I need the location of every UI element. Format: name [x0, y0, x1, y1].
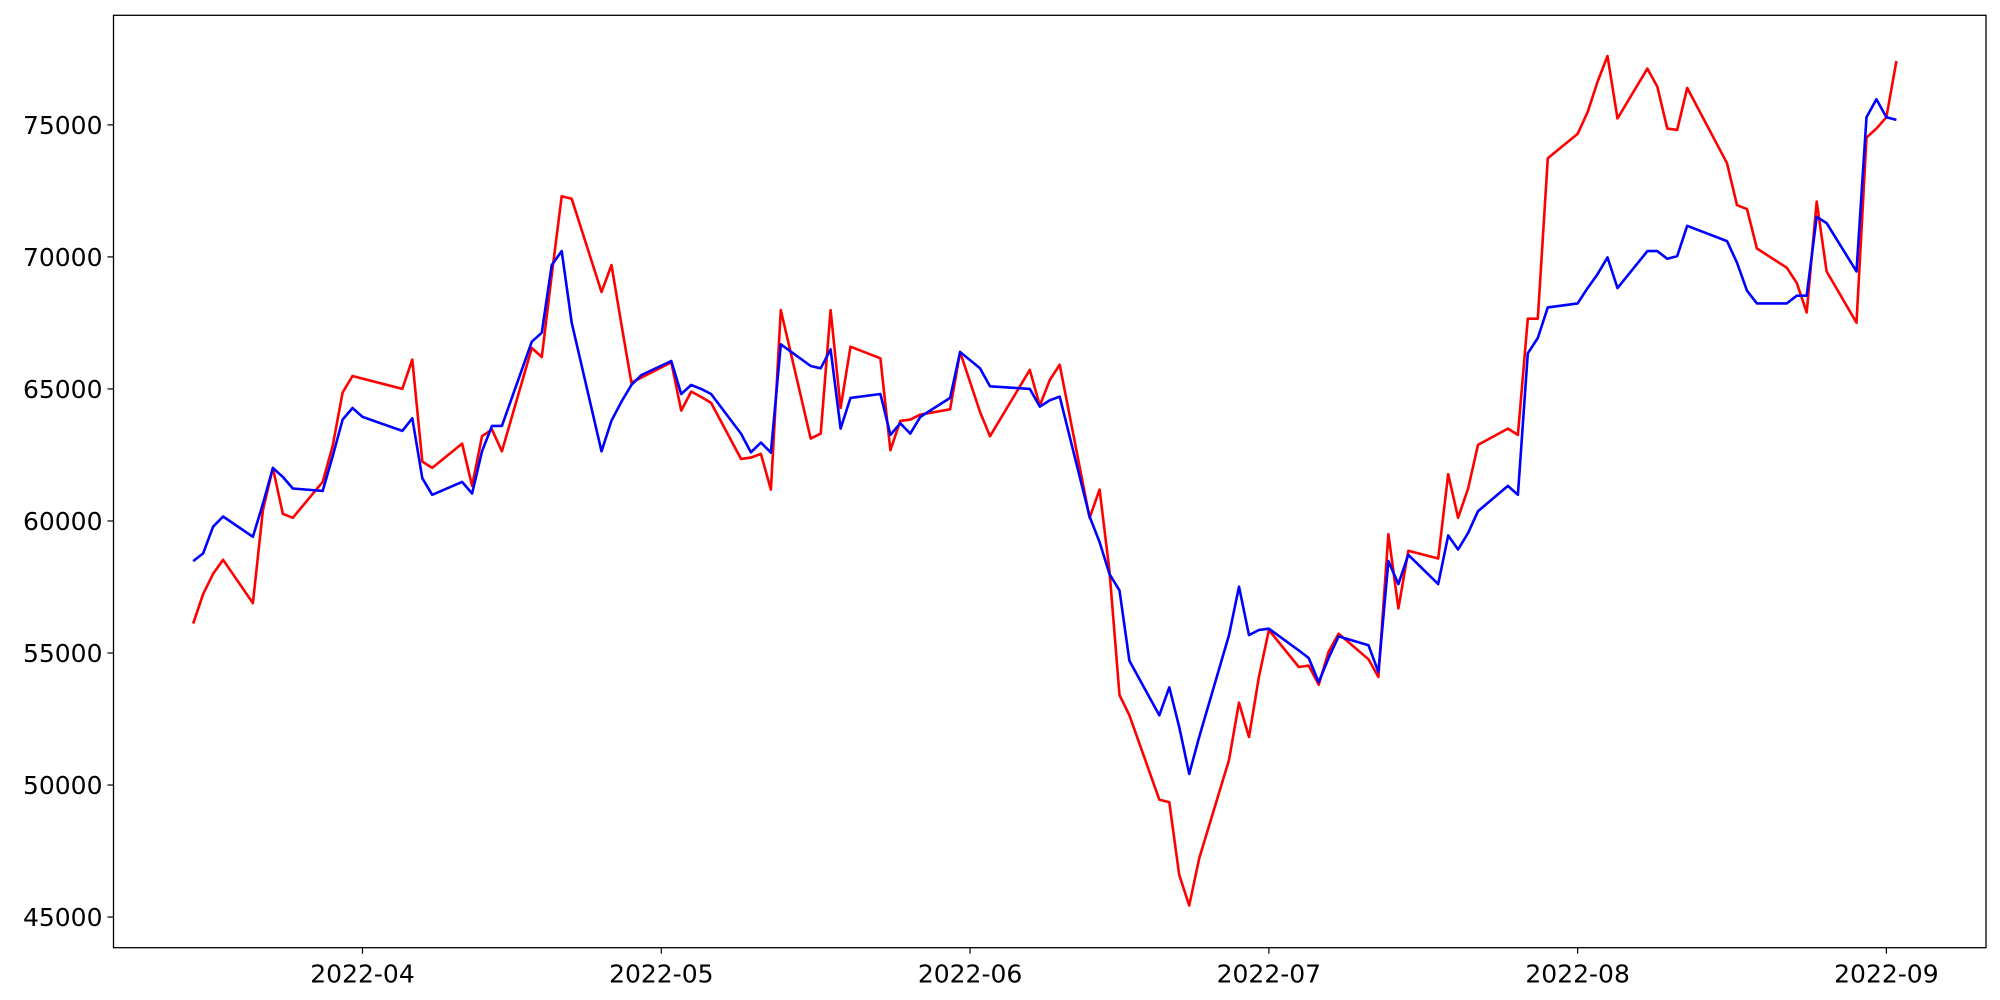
- y-tick-label: 65000: [23, 375, 103, 404]
- x-tick-label: 2022-04: [310, 960, 414, 989]
- x-tick-label: 2022-05: [609, 960, 713, 989]
- x-tick-label: 2022-06: [918, 960, 1022, 989]
- plot-frame: [112, 14, 1987, 949]
- x-tick-label: 2022-07: [1217, 960, 1321, 989]
- line-series: [192, 98, 1897, 776]
- x-tick-label: 2022-08: [1525, 960, 1629, 989]
- y-tick-label: 45000: [23, 903, 103, 932]
- y-tick-label: 60000: [23, 507, 103, 536]
- y-tick-label: 55000: [23, 639, 103, 668]
- y-tick-label: 50000: [23, 771, 103, 800]
- y-tick-label: 75000: [23, 111, 103, 140]
- y-tick-label: 70000: [23, 243, 103, 272]
- line-series: [191, 54, 1898, 907]
- x-tick-label: 2022-09: [1834, 960, 1938, 989]
